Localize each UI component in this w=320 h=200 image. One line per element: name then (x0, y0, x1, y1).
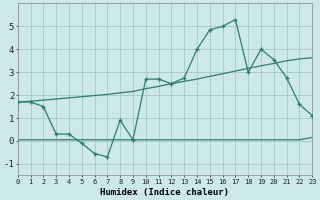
X-axis label: Humidex (Indice chaleur): Humidex (Indice chaleur) (100, 188, 229, 197)
